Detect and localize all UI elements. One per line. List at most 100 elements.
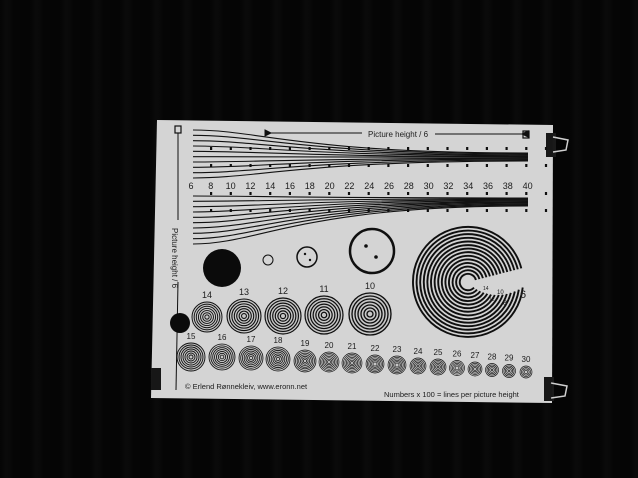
line-wedge-bottom [192, 192, 548, 245]
ring-targets: 14 13 12 11 10 15 16 17 18 19 20 21 22 23 24 25 26 27 28 29… [176, 281, 533, 379]
wedge-number: 22 [344, 181, 354, 191]
wedge-number: 18 [305, 181, 315, 191]
wedge-number: 26 [384, 181, 394, 191]
side-measure-line [175, 133, 179, 391]
ring-label: 21 [348, 342, 357, 351]
footer-credit: © Erlend Rønnekleiv, www.eronn.net [185, 382, 308, 391]
ring-label: 24 [414, 347, 423, 356]
ring-label: 10 [365, 281, 375, 291]
ring-target: 10 [348, 281, 392, 336]
ring-label: 13 [239, 287, 249, 297]
spiral-arc [422, 236, 512, 328]
wedge-number: 32 [443, 181, 453, 191]
wedge-number: 40 [523, 181, 533, 191]
spiral-label: 14 [483, 286, 489, 292]
spiral-arc [455, 269, 481, 295]
spiral-arc [430, 244, 505, 321]
spiral-arc [415, 229, 520, 335]
ring-target: 20 [318, 341, 340, 373]
ring-label: 12 [278, 286, 288, 296]
ring-target: 30 [519, 355, 533, 379]
target-circle-medium [296, 246, 318, 268]
wedge-number: 16 [285, 181, 295, 191]
black-disc-small [170, 313, 190, 333]
spiral-arc [426, 240, 509, 324]
ring-target: 15 [176, 332, 206, 372]
spiral-label: 8 [503, 300, 507, 307]
sheet-shading [151, 120, 553, 403]
small-ring [262, 254, 274, 266]
wedge-number: 24 [364, 181, 374, 191]
ring-target: 14 [191, 290, 223, 333]
ring-target: 11 [304, 284, 344, 335]
ring-target: 28 [485, 353, 499, 377]
ring-label: 19 [301, 339, 310, 348]
spiral-center [463, 277, 473, 287]
ring-target: 18 [265, 336, 291, 372]
spiral-arc [451, 265, 484, 299]
ring-target: 21 [341, 342, 363, 374]
binder-clip-top-right [546, 133, 569, 157]
wedge-number: 20 [325, 181, 335, 191]
ring-target: 17 [238, 335, 264, 371]
ring-label: 30 [522, 355, 531, 364]
ring-label: 17 [247, 335, 256, 344]
spiral-label: 12 [489, 297, 495, 303]
spiral-arc [412, 225, 524, 338]
header-measure-line [264, 129, 529, 138]
ring-target: 16 [208, 333, 236, 371]
ring-target: 26 [449, 350, 465, 376]
footer-legend: Numbers x 100 = lines per picture height [384, 390, 520, 399]
ring-label: 25 [434, 348, 443, 357]
wedge-number: 12 [245, 181, 255, 191]
ring-label: 16 [218, 333, 227, 342]
ring-target: 25 [429, 348, 447, 376]
spiral-label: 10 [497, 290, 504, 296]
wedge-number: 38 [503, 181, 513, 191]
ring-target: 13 [226, 287, 262, 334]
black-disc-large [203, 249, 241, 287]
header-label: Picture height / 6 [368, 130, 429, 139]
wedge-number: 28 [404, 181, 414, 191]
ring-target: 27 [467, 351, 483, 377]
spiral-arc [437, 251, 498, 313]
binder-clip-bottom-left [151, 368, 161, 390]
wedge-number: 6 [188, 181, 193, 191]
wedge-number: 34 [463, 181, 473, 191]
ring-label: 26 [453, 350, 462, 359]
ring-label: 11 [319, 284, 328, 294]
spiral-arc [419, 233, 516, 331]
ring-label: 29 [505, 354, 514, 363]
ring-label: 14 [202, 290, 212, 300]
ring-label: 28 [488, 353, 497, 362]
spiral-arc [458, 272, 477, 292]
ring-target: 12 [264, 286, 302, 335]
ring-target: 23 [387, 345, 407, 375]
spiral-arc [448, 262, 488, 302]
ring-label: 15 [187, 332, 196, 341]
binder-clip-bottom-right [544, 377, 568, 401]
ring-target: 19 [293, 339, 317, 373]
target-circle-large [348, 227, 396, 275]
wedge-number: 14 [265, 181, 275, 191]
wedge-number: 30 [424, 181, 434, 191]
spiral-arc [444, 258, 491, 306]
ring-label: 18 [274, 336, 283, 345]
ring-target: 22 [365, 344, 385, 374]
ring-label: 20 [325, 341, 334, 350]
wedge-number: 36 [483, 181, 493, 191]
wedge-number-row: 6 8 10 12 14 16 18 20 22 24 26 28 30 32 34 36 38 40 [188, 181, 532, 191]
ring-target: 29 [502, 354, 516, 378]
ring-target: 24 [409, 347, 427, 375]
ring-label: 22 [371, 344, 380, 353]
side-label: Picture height / 6 [170, 228, 179, 289]
spiral-label: 6 [520, 289, 526, 301]
spiral-arc [440, 254, 495, 310]
spiral-arc [433, 247, 502, 317]
ring-label: 23 [393, 345, 402, 354]
wedge-number: 10 [226, 181, 236, 191]
ring-label: 27 [471, 351, 480, 360]
line-wedge-top [192, 129, 548, 179]
